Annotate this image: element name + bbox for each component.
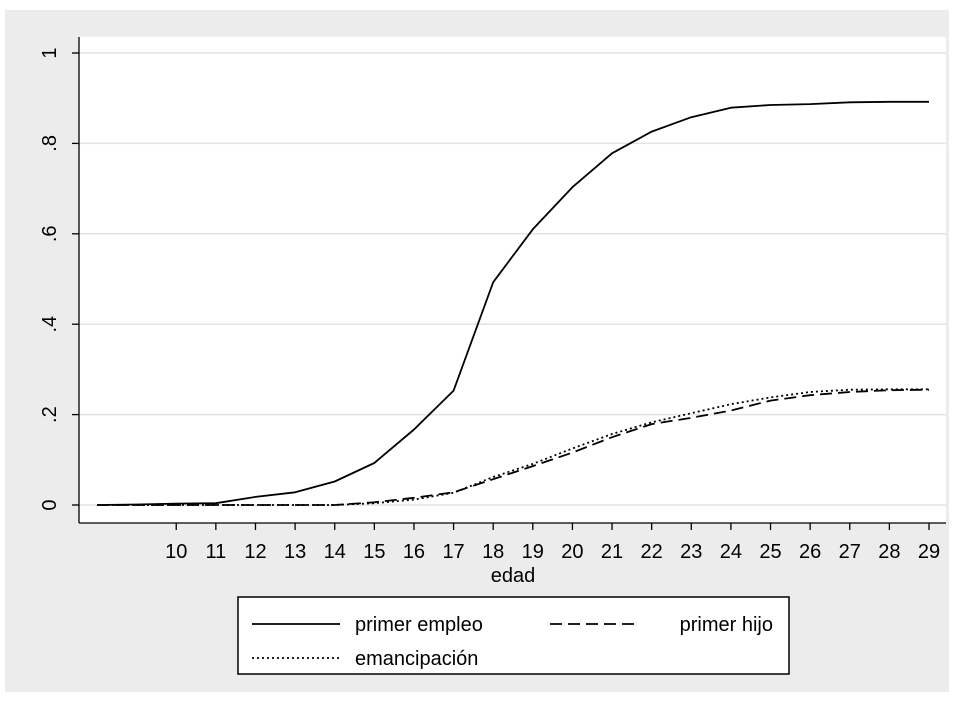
legend-label: primer hijo — [680, 614, 773, 636]
legend-label: primer empleo — [355, 614, 483, 636]
x-tick-label: 16 — [403, 541, 425, 563]
legend-box — [237, 596, 790, 675]
x-axis-title: edad — [491, 565, 536, 587]
x-tick-label: 25 — [759, 541, 781, 563]
x-tick-label: 24 — [720, 541, 742, 563]
plot-area — [79, 37, 946, 523]
axes-layer: 0 .2 .4 .6 .8 1 10 11 12 13 14 15 16 17 18 19 20 21 22 23 24… — [39, 37, 946, 563]
x-tick-label: 20 — [561, 541, 583, 563]
y-tick-label: .8 — [39, 135, 61, 152]
x-tick-label: 28 — [878, 541, 900, 563]
legend: primer empleo primer hijo emancipación — [237, 596, 790, 675]
x-tick-label: 22 — [641, 541, 663, 563]
y-tick-label: 0 — [39, 499, 61, 510]
y-tick-label: .2 — [39, 406, 61, 423]
x-tick-label: 19 — [522, 541, 544, 563]
x-tick-label: 26 — [799, 541, 821, 563]
x-tick-label: 14 — [324, 541, 346, 563]
x-tick-label: 12 — [244, 541, 266, 563]
y-tick-label: .4 — [39, 316, 61, 333]
x-tick-label: 10 — [165, 541, 187, 563]
y-tick-label: .6 — [39, 225, 61, 242]
series-line-emancipacion — [97, 388, 929, 506]
y-tick-label: 1 — [39, 47, 61, 58]
series-line-primer-empleo — [96, 100, 929, 506]
x-tick-label: 29 — [918, 541, 940, 563]
x-tick-label: 27 — [839, 541, 861, 563]
x-tick-label: 21 — [601, 541, 623, 563]
series-layer — [96, 100, 930, 506]
x-tick-label: 15 — [363, 541, 385, 563]
x-tick-label: 18 — [482, 541, 504, 563]
x-tick-label: 13 — [284, 541, 306, 563]
x-tick-label: 23 — [680, 541, 702, 563]
x-tick-label: 17 — [442, 541, 464, 563]
series-line-primer-hijo — [97, 388, 930, 506]
x-tick-label: 11 — [205, 541, 226, 563]
legend-label: emancipación — [355, 648, 478, 670]
